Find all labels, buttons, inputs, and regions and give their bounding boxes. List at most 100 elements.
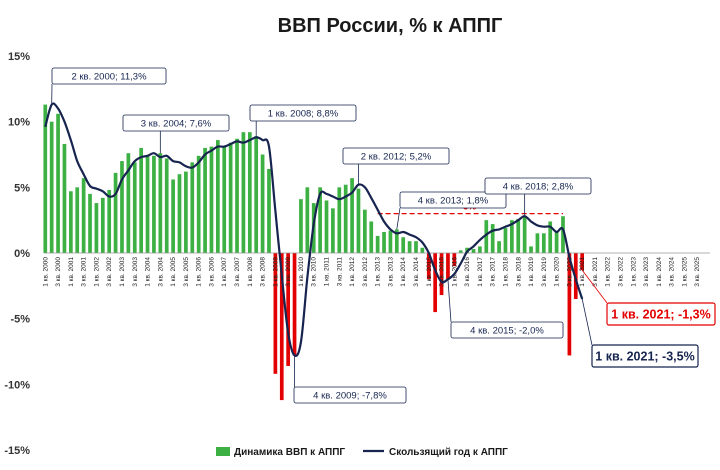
legend-bar-label: Динамика ВВП к АППГ bbox=[234, 447, 345, 458]
x-tick-label: 3 кв. 2003 bbox=[132, 257, 139, 287]
moving-year-line bbox=[44, 102, 584, 357]
x-tick-label: 3 кв. 2000 bbox=[55, 257, 62, 287]
gdp-bar bbox=[426, 253, 431, 280]
x-tick-label: 1 кв. 2012 bbox=[349, 257, 356, 287]
line-group bbox=[44, 102, 584, 357]
gdp-bar bbox=[535, 233, 540, 253]
annotation-leader bbox=[581, 298, 593, 346]
annotation-label: 3 кв. 2004; 7,6% bbox=[141, 119, 212, 130]
chart-title: ВВП России, % к АППГ bbox=[278, 15, 503, 37]
gdp-bar bbox=[561, 216, 565, 253]
gdp-bar bbox=[152, 155, 156, 253]
annotation-box bbox=[399, 191, 507, 209]
x-tick-label: 1 кв. 2011 bbox=[324, 257, 331, 287]
gdp-bar bbox=[369, 221, 374, 253]
gdp-bar bbox=[541, 233, 546, 253]
gdp-bar bbox=[100, 197, 105, 253]
annotation-leader bbox=[447, 279, 452, 323]
annotation-label: 2 кв. 2012; 5,2% bbox=[361, 152, 432, 163]
gdp-bar bbox=[171, 179, 175, 253]
x-tick-label: 3 кв. 2005 bbox=[183, 257, 190, 287]
gdp-bar bbox=[331, 208, 335, 253]
gdp-bar bbox=[433, 253, 438, 313]
x-tick-label: 3 кв. 2010 bbox=[311, 257, 318, 287]
gdp-bar bbox=[177, 174, 182, 253]
legend: Динамика ВВП к АППГ Скользящий год к АППГ bbox=[216, 447, 508, 458]
legend-bar-swatch bbox=[216, 447, 230, 456]
gdp-bar bbox=[337, 187, 342, 253]
annotation-label: 4 кв. 2018; 2,8% bbox=[503, 182, 574, 193]
gdp-bar bbox=[503, 228, 508, 253]
gdp-bar bbox=[164, 158, 169, 253]
x-tick-label: 1 кв. 2000 bbox=[42, 257, 49, 287]
x-tick-label: 3 кв. 2013 bbox=[387, 257, 394, 287]
gdp-bar bbox=[49, 121, 54, 254]
gdp-bar bbox=[260, 154, 265, 253]
y-tick-label: -15% bbox=[4, 445, 30, 457]
x-tick-label: 1 кв. 2003 bbox=[119, 257, 126, 287]
y-tick-label: 15% bbox=[8, 51, 30, 63]
annotation-label: 2 кв. 2000; 11,3% bbox=[71, 72, 147, 83]
gdp-bar bbox=[484, 220, 489, 253]
gdp-bar bbox=[350, 178, 354, 253]
gdp-bar bbox=[510, 220, 514, 253]
gdp-bar bbox=[203, 147, 207, 253]
y-tick-label: -5% bbox=[10, 314, 30, 326]
annotation-box bbox=[606, 302, 716, 326]
x-tick-label: 1 кв. 2015 bbox=[426, 257, 433, 287]
x-tick-label: 1 кв. 2008 bbox=[247, 257, 254, 287]
gdp-bar bbox=[113, 172, 118, 253]
x-tick-label: 3 кв. 2011 bbox=[336, 257, 343, 287]
bars-group bbox=[43, 104, 585, 401]
x-tick-label: 1 кв. 2022 bbox=[605, 257, 612, 287]
gdp-bar bbox=[554, 231, 559, 253]
y-tick-label: 10% bbox=[8, 117, 30, 129]
x-tick-label: 3 кв. 2015 bbox=[439, 257, 446, 287]
annotation-leader bbox=[396, 207, 401, 230]
x-tick-label: 3 кв. 2006 bbox=[208, 257, 215, 287]
gdp-bar bbox=[228, 142, 233, 253]
gdp-bar bbox=[235, 138, 239, 253]
gdp-bar bbox=[522, 216, 527, 253]
x-tick-label: 1 кв. 2023 bbox=[630, 257, 637, 287]
x-tick-label: 1 кв. 2007 bbox=[221, 257, 228, 287]
gdp-bar bbox=[363, 209, 367, 253]
x-tick-label: 1 кв. 2017 bbox=[477, 257, 484, 287]
gdp-bar bbox=[126, 153, 131, 253]
gdp-bar bbox=[158, 153, 163, 253]
gdp-bar bbox=[567, 253, 572, 356]
gdp-bar bbox=[247, 132, 252, 253]
annotation-label: 1 кв. 2021; -1,3% bbox=[611, 308, 710, 322]
x-tick-label: 1 кв. 2014 bbox=[400, 257, 407, 287]
y-tick-label: 5% bbox=[14, 182, 30, 194]
x-tick-label: 3 кв. 2001 bbox=[81, 257, 88, 287]
gdp-bar bbox=[375, 235, 380, 253]
y-tick-label: 0% bbox=[14, 248, 30, 260]
x-tick-label: 1 кв. 2021 bbox=[579, 257, 586, 287]
gdp-bar bbox=[305, 187, 310, 253]
gdp-bar bbox=[209, 146, 214, 253]
x-tick-label: 3 кв. 2022 bbox=[618, 257, 625, 287]
gdp-bar bbox=[81, 178, 86, 253]
gdp-bar bbox=[414, 241, 418, 253]
x-tick-label: 3 кв. 2016 bbox=[464, 257, 471, 287]
annotation-label: 4 кв. 2013; 1,8% bbox=[418, 196, 489, 207]
gdp-bar bbox=[388, 230, 393, 253]
annotation-box bbox=[51, 67, 167, 85]
gdp-bar bbox=[132, 162, 137, 253]
gdp-bar bbox=[43, 104, 48, 254]
gdp-bar bbox=[190, 162, 195, 253]
gdp-bar bbox=[254, 136, 259, 253]
annotation-box bbox=[122, 114, 230, 132]
annotation-leader bbox=[581, 269, 608, 304]
x-tick-label: 3 кв. 2018 bbox=[515, 257, 522, 287]
annotation-label: 4 кв. 2015; -2,0% bbox=[470, 326, 544, 337]
x-tick-label: 3 кв. 2021 bbox=[592, 257, 599, 287]
gdp-bar bbox=[267, 168, 271, 253]
gdp-bar bbox=[222, 146, 227, 253]
x-tick-label: 3 кв. 2024 bbox=[669, 257, 676, 287]
gdp-bar bbox=[394, 229, 399, 253]
gdp-bar bbox=[62, 143, 67, 253]
